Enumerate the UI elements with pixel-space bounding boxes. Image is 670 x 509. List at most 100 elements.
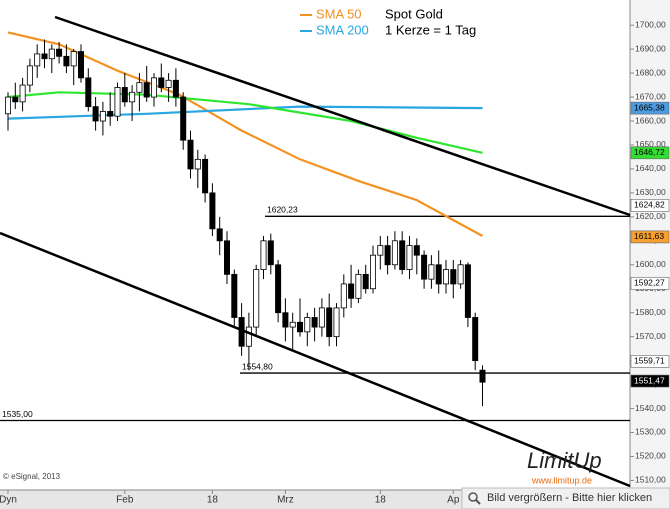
level-label: 1620,23 — [267, 205, 298, 215]
x-tick-label: Mrz — [277, 495, 294, 506]
price-label: 1592,27 — [634, 278, 665, 288]
candle-body — [114, 87, 121, 117]
chart-title: Spot Gold — [385, 6, 443, 21]
magnifier-icon — [475, 499, 481, 505]
chart-subtitle: 1 Kerze = 1 Tag — [385, 22, 476, 37]
candle-body — [326, 307, 333, 338]
candle-body — [399, 240, 406, 270]
candle-body — [355, 273, 362, 299]
candle-body — [202, 158, 209, 194]
logo: LimitUp — [527, 448, 602, 473]
button-box[interactable] — [461, 487, 670, 509]
y-tick-label: 1700,00 — [635, 19, 666, 29]
candle-body — [362, 273, 369, 290]
y-tick-label: 1510,00 — [635, 475, 666, 485]
y-tick-label: 1630,00 — [635, 187, 666, 197]
button-label[interactable]: Bild vergrößern - Bitte hier klicken — [487, 492, 652, 504]
candle-body — [172, 79, 179, 98]
y-tick-label: 1530,00 — [635, 427, 666, 437]
candle-body — [56, 48, 63, 57]
candle-body — [41, 53, 48, 60]
candle-body — [158, 77, 165, 88]
price-label-box — [630, 230, 670, 244]
y-tick-label: 1680,00 — [635, 67, 666, 77]
candle-body — [435, 264, 442, 285]
candle-body — [245, 326, 252, 347]
candle-body — [19, 84, 26, 103]
candle-body — [304, 317, 311, 333]
candle-body — [63, 55, 70, 67]
copyright: © eSignal, 2013 — [3, 472, 61, 481]
candle-body — [384, 245, 391, 266]
price-label: 1665,38 — [634, 102, 665, 112]
candle-body — [223, 240, 230, 275]
x-tick-label: Ap — [447, 495, 460, 506]
candle-body — [26, 65, 33, 86]
plot-area: 1620,23 1554,80 1535,00 — [0, 31, 630, 422]
candle-body — [318, 307, 325, 328]
y-tick-label: 1570,00 — [635, 331, 666, 341]
legend-label: SMA 50 — [316, 6, 362, 21]
y-axis-panel — [630, 0, 670, 490]
candle-body — [231, 273, 238, 318]
candle-body — [180, 96, 187, 141]
candle-body — [457, 264, 464, 285]
enlarge-button[interactable]: Bild vergrößern - Bitte hier klicken — [461, 487, 670, 509]
candle-body — [275, 264, 282, 314]
candle-body — [48, 48, 55, 60]
price-label: 1559,71 — [634, 356, 665, 366]
legend-label: SMA 200 — [316, 22, 369, 37]
y-tick-label: 1620,00 — [635, 211, 666, 221]
y-tick-label: 1600,00 — [635, 259, 666, 269]
candle-body — [129, 91, 136, 103]
candle-body — [107, 111, 114, 117]
candle-body — [340, 283, 347, 309]
y-tick-label: 1670,00 — [635, 91, 666, 101]
price-label: 1646,72 — [634, 147, 665, 157]
price-label-box — [630, 276, 670, 290]
logo-url: www.limitup.de — [531, 475, 592, 485]
candle-body — [136, 82, 143, 93]
candle-body — [165, 79, 172, 88]
candle-body — [5, 96, 11, 115]
y-tick-label: 1540,00 — [635, 403, 666, 413]
candle-body — [260, 240, 267, 270]
candle-body — [150, 77, 157, 98]
candle-body — [216, 228, 223, 242]
candle-body — [121, 87, 128, 103]
moving-average-line — [7, 105, 483, 120]
candle-body — [70, 51, 77, 67]
candle-body — [78, 51, 85, 79]
candle-body — [253, 269, 260, 328]
candle-body — [413, 245, 420, 256]
candle-body — [377, 245, 384, 256]
price-label-box — [630, 374, 670, 388]
price-label-box — [630, 146, 670, 160]
candle-body — [479, 369, 486, 383]
candle-body — [296, 321, 303, 333]
candle-body — [472, 317, 479, 362]
price-label-box — [630, 101, 670, 115]
price-label: 1551,47 — [634, 375, 665, 385]
candle-body — [143, 82, 150, 98]
candle-body — [406, 245, 413, 270]
candle-body — [421, 254, 428, 280]
trend-line — [0, 231, 631, 488]
moving-average-line — [7, 91, 483, 154]
candle-body — [450, 269, 457, 285]
candle-body — [34, 53, 41, 67]
candle-body — [464, 264, 471, 318]
trend-line — [54, 15, 631, 217]
level-label: 1535,00 — [2, 409, 33, 419]
candle-body — [187, 139, 194, 170]
candle-body — [348, 283, 355, 299]
candle-body — [194, 158, 201, 170]
y-tick-label: 1520,00 — [635, 451, 666, 461]
candle-body — [267, 240, 274, 266]
x-tick-label: 18 — [207, 495, 219, 506]
y-tick-label: 1650,00 — [635, 139, 666, 149]
candle-body — [311, 317, 318, 328]
price-label-box — [630, 355, 670, 368]
